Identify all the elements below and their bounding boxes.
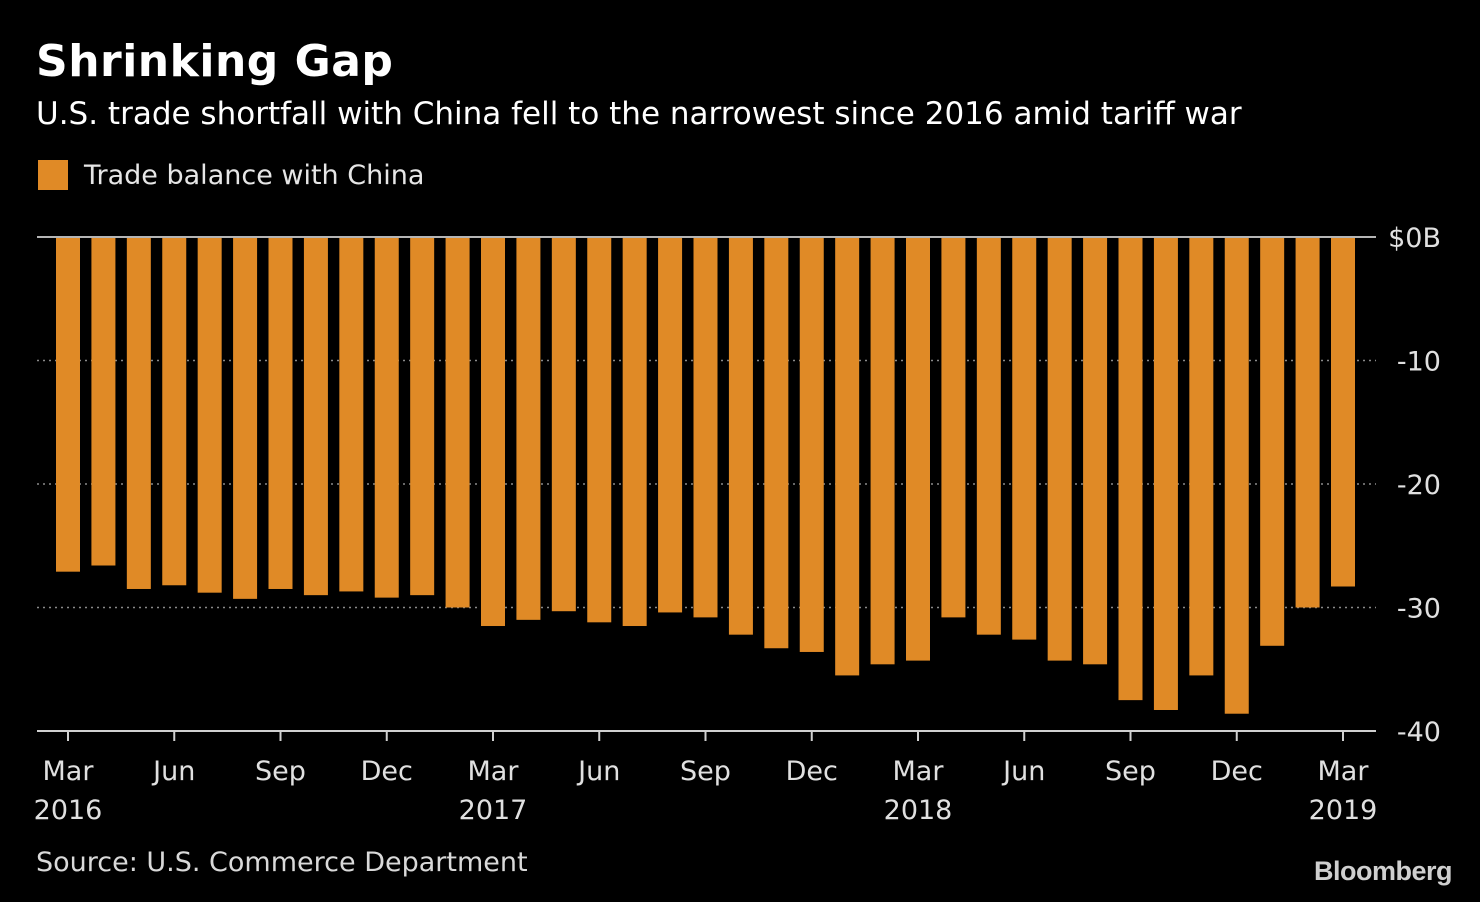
bar <box>870 237 895 665</box>
bar <box>799 237 824 652</box>
x-tick-label: Mar <box>43 756 95 787</box>
bar <box>56 237 80 572</box>
axis-layer <box>37 236 1376 741</box>
bar <box>91 237 116 566</box>
bar <box>126 237 151 589</box>
bar <box>658 237 683 613</box>
bar <box>1331 237 1355 587</box>
bar <box>728 237 753 635</box>
chart-title: Shrinking Gap <box>36 36 394 87</box>
label-layer: $0B -10 -20 -30 -40 Mar 2016 Jun Sep Dec Mar 2017 Ju… <box>34 223 1441 826</box>
chart-subtitle: U.S. trade shortfall with China fell to … <box>36 96 1242 132</box>
x-tick-label: Sep <box>1105 756 1156 787</box>
bar <box>1047 237 1072 661</box>
x-tick-year-label: 2019 <box>1309 795 1378 826</box>
bar <box>162 237 187 586</box>
bar <box>410 237 435 596</box>
bar <box>233 237 258 599</box>
bar <box>1153 237 1178 710</box>
x-tick-label: Jun <box>1001 756 1045 787</box>
bar <box>693 237 718 618</box>
bar <box>906 237 930 661</box>
bar <box>1189 237 1214 676</box>
x-tick-label: Jun <box>151 756 195 787</box>
source-note: Source: U.S. Commerce Department <box>36 847 528 878</box>
bar-layer <box>56 237 1355 714</box>
y-tick-label: -40 <box>1397 717 1441 748</box>
bar <box>197 237 222 593</box>
bar <box>445 237 470 608</box>
grid-layer <box>37 359 1376 609</box>
bar <box>268 237 293 589</box>
bar <box>764 237 789 649</box>
bar <box>303 237 328 596</box>
bar <box>339 237 364 592</box>
legend-label: Trade balance with China <box>84 159 425 191</box>
bar <box>1083 237 1108 665</box>
x-tick-label: Mar <box>893 756 945 787</box>
bar <box>1012 237 1037 640</box>
bar <box>835 237 860 676</box>
bar <box>1260 237 1285 646</box>
x-tick-year-label: 2017 <box>459 795 528 826</box>
x-tick-year-label: 2016 <box>34 795 103 826</box>
x-tick-label: Dec <box>786 756 838 787</box>
y-tick-label: -10 <box>1397 347 1441 378</box>
bar <box>481 237 505 627</box>
bar <box>587 237 612 623</box>
x-tick-label: Sep <box>680 756 731 787</box>
x-tick-label: Dec <box>1211 756 1263 787</box>
bar <box>941 237 966 618</box>
x-tick-label: Mar <box>468 756 520 787</box>
bar <box>976 237 1001 635</box>
x-tick-label: Sep <box>255 756 306 787</box>
bloomberg-logo: Bloomberg <box>1313 856 1453 886</box>
legend: Trade balance with China <box>38 157 424 193</box>
y-tick-label: $0B <box>1388 223 1441 254</box>
bar <box>1295 237 1320 608</box>
bar <box>1224 237 1249 714</box>
legend-swatch <box>38 160 68 190</box>
bar <box>1118 237 1143 701</box>
x-tick-label: Jun <box>576 756 620 787</box>
y-tick-label: -30 <box>1397 594 1441 625</box>
x-tick-label: Dec <box>361 756 413 787</box>
x-tick-label: Mar <box>1318 756 1370 787</box>
y-tick-label: -20 <box>1397 470 1441 501</box>
bar <box>551 237 576 612</box>
bar <box>516 237 541 620</box>
bar <box>374 237 399 598</box>
bar <box>622 237 647 627</box>
x-tick-year-label: 2018 <box>884 795 953 826</box>
